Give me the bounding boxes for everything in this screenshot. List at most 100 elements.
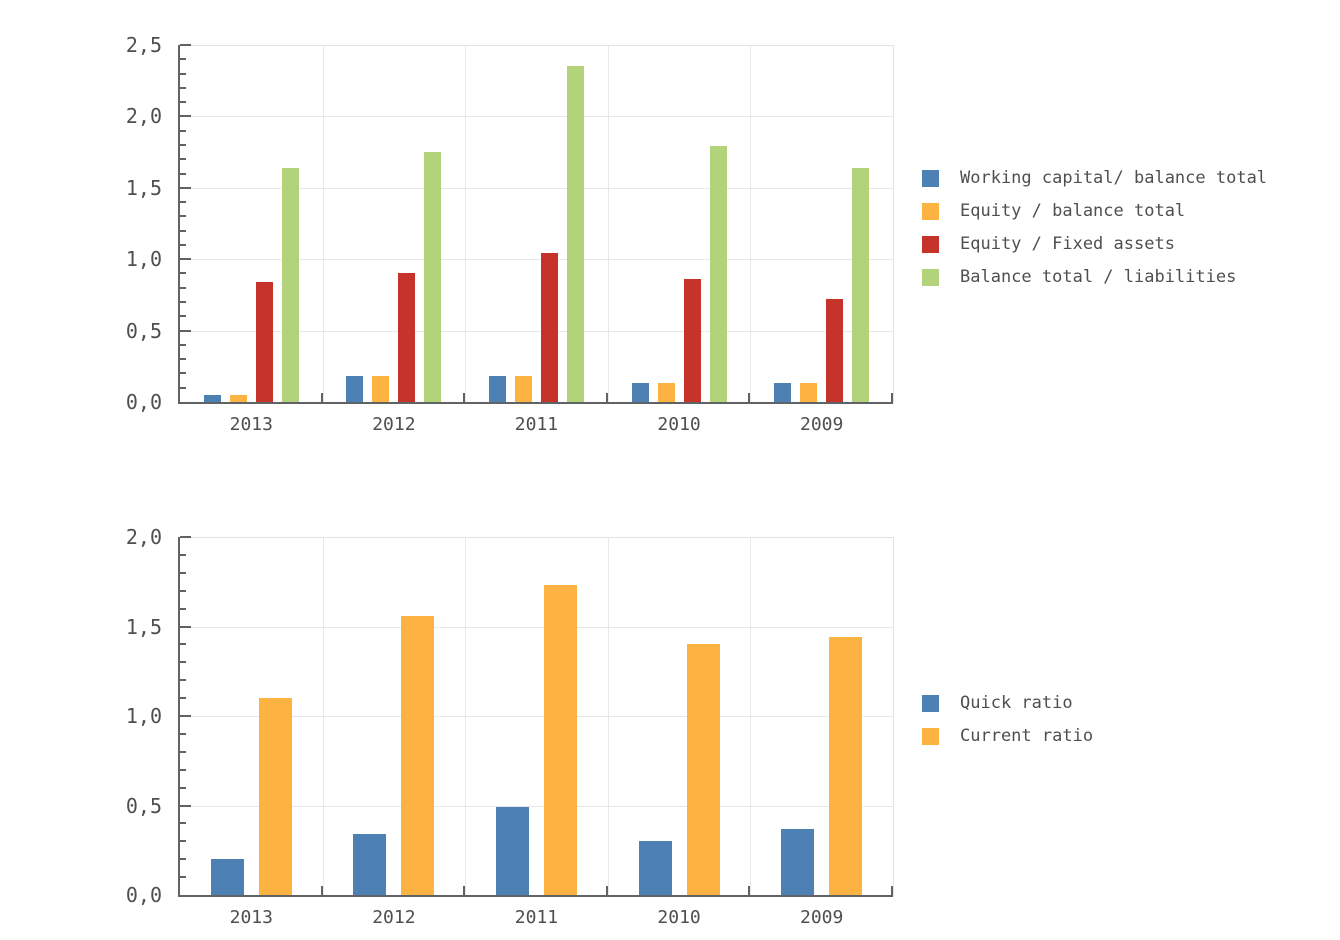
bar-quick-ratio-2010 [638,841,672,895]
legend-swatch-working-capital [922,169,939,187]
legend-bottom: Quick ratio Current ratio [922,693,1093,759]
y-tick-major [180,536,191,538]
x-axis-line [178,895,893,897]
y-tick-minor [180,172,186,175]
gridline-h [180,626,893,628]
bar-current-ratio-2011 [543,585,577,895]
y-tick-minor [180,315,186,318]
bar-working-capital-balance-total-2013 [203,395,221,402]
bar-balance-total-liabilities-2011 [566,66,584,402]
x-tick [748,393,750,402]
legend-item: Equity / Fixed assets [922,234,1267,254]
gridline-v [607,45,609,402]
bar-balance-total-liabilities-2012 [424,152,442,402]
x-axis-label: 2012 [372,414,416,435]
legend-label-current-ratio: Current ratio [960,726,1094,746]
legend-swatch-equity-fixed-assets [922,235,939,253]
y-tick-minor [180,358,186,361]
y-tick-major [180,329,191,332]
gridline-h [180,116,893,118]
y-tick-minor [180,72,186,75]
bar-quick-ratio-2012 [353,834,387,895]
y-tick-minor [180,143,186,146]
x-tick [463,886,465,895]
y-tick-minor [180,679,186,682]
bar-quick-ratio-2011 [495,807,529,895]
x-axis-label: 2013 [229,414,273,435]
bar-quick-ratio-2013 [210,859,244,895]
bar-group-2011 [465,537,608,895]
bar-group-2009 [750,537,893,895]
gridline-v [750,45,752,402]
x-axis-label: 2011 [514,907,559,928]
y-tick-minor [180,750,186,753]
gridline-v [322,45,324,402]
y-tick-major [180,186,191,189]
legend-swatch-equity-balance [922,202,939,220]
y-axis-label: 1,5 [125,614,162,639]
legend-item: Current ratio [922,726,1093,746]
legend-label-quick-ratio: Quick ratio [960,693,1073,713]
y-tick-major [180,804,191,807]
y-tick-minor [180,101,186,104]
y-tick-minor [180,229,186,232]
bar-balance-total-liabilities-2013 [281,168,299,402]
y-tick-major [180,115,191,118]
bar-current-ratio-2009 [829,637,863,895]
bar-equity-balance-total-2013 [229,395,247,402]
bar-current-ratio-2012 [401,616,435,895]
y-tick-minor [180,858,186,861]
legend-item: Balance total / liabilities [922,267,1267,287]
legend-item: Quick ratio [922,693,1093,713]
bar-equity-fixed-assets-2012 [398,273,416,402]
gridline-v [750,537,752,895]
gridline-v [607,537,609,895]
gridline-v [465,45,467,402]
y-axis-label: 2,5 [125,33,162,57]
y-tick-minor [180,786,186,789]
y-tick-minor [180,372,186,375]
legend-label-equity-fixed-assets: Equity / Fixed assets [960,234,1175,254]
y-tick-minor [180,129,186,132]
y-tick-minor [180,589,186,592]
y-tick-minor [180,343,186,346]
bar-equity-balance-total-2010 [657,383,675,402]
legend-swatch-current-ratio [922,727,939,745]
y-tick-minor [180,643,186,646]
y-tick-minor [180,158,186,161]
y-tick-minor [180,272,186,275]
bar-equity-balance-total-2009 [800,383,818,402]
y-tick-minor [180,840,186,843]
y-tick-minor [180,732,186,735]
y-tick-major [180,715,191,717]
bar-current-ratio-2013 [258,698,292,895]
y-axis-label: 1,0 [125,704,162,728]
x-axis-label: 2010 [657,414,701,435]
y-tick-minor [180,201,186,204]
y-axis-line [178,537,180,897]
y-axis-label: 0,5 [125,318,162,343]
bar-working-capital-balance-total-2012 [346,376,364,402]
gridline-h [180,716,893,717]
bar-working-capital-balance-total-2011 [488,376,506,402]
gridline-h [180,259,893,261]
y-tick-major [180,44,191,46]
y-axis-label: 0,0 [125,883,162,907]
x-axis-label: 2010 [657,907,701,928]
gridline-h [180,330,893,332]
bar-balance-total-liabilities-2010 [709,146,727,402]
x-tick [606,886,608,895]
bar-balance-total-liabilities-2009 [852,168,870,402]
gridline-h [180,805,893,807]
x-axis-label: 2013 [229,907,273,928]
bar-group-2010 [608,537,751,895]
legend-top: Working capital/ balance total Equity / … [922,168,1267,300]
x-tick [321,886,323,895]
bar-equity-fixed-assets-2011 [540,253,558,402]
y-tick-minor [180,661,186,664]
y-tick-minor [180,386,186,389]
y-tick-minor [180,553,186,556]
